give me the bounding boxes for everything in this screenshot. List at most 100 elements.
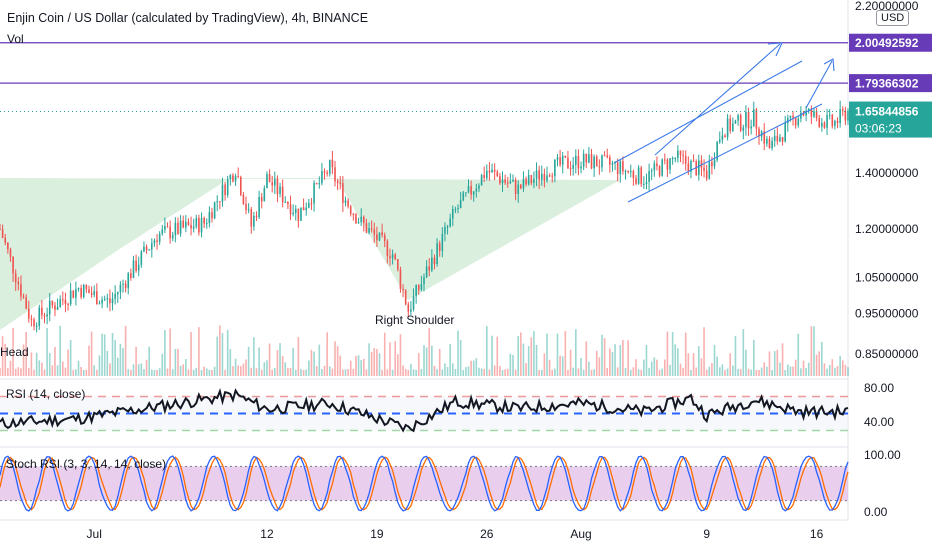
volume-bar (462, 369, 465, 376)
candle (472, 191, 475, 195)
candle (404, 290, 407, 305)
candle (779, 137, 781, 142)
candle (813, 111, 815, 117)
volume-bar (292, 347, 294, 376)
candle (260, 197, 263, 202)
volume-bar (88, 345, 90, 376)
symbol-title[interactable]: Enjin Coin / US Dollar (calculated by Tr… (7, 11, 369, 25)
volume-bar (771, 369, 773, 376)
candle (522, 178, 525, 189)
volume-bar (17, 367, 20, 376)
volume-label[interactable]: Vol (7, 32, 24, 46)
volume-bar (423, 345, 425, 376)
volume-bar (166, 368, 169, 376)
candle (46, 314, 48, 317)
volume-bar (347, 369, 349, 376)
candle (127, 273, 130, 289)
candle (255, 215, 258, 218)
candle (216, 201, 219, 203)
rsi-tick-label: 40.00 (864, 415, 894, 429)
volume-bar (22, 344, 25, 376)
candle (368, 228, 370, 233)
candle (616, 162, 619, 175)
candle (554, 159, 556, 177)
candle (150, 243, 153, 250)
currency-badge[interactable]: USD (876, 10, 910, 26)
candle (119, 284, 122, 293)
volume-bar (504, 369, 506, 376)
candle (239, 177, 242, 195)
candle (140, 251, 143, 265)
volume-bar (297, 336, 300, 376)
volume-bar (640, 369, 643, 376)
candle (815, 111, 818, 119)
candle (266, 174, 268, 189)
volume-bar (360, 360, 362, 376)
price-tick-label: 0.95000000 (855, 307, 919, 321)
candle (22, 296, 25, 298)
volume-bar (415, 369, 417, 376)
candle (85, 285, 88, 290)
volume-bar (569, 349, 572, 376)
volume-bar (561, 356, 564, 376)
volume-bar (221, 333, 224, 376)
volume-bar (391, 369, 394, 376)
candle (601, 155, 603, 168)
candle (342, 183, 344, 203)
volume-bar (161, 353, 164, 376)
candle (729, 118, 732, 131)
candle (423, 277, 425, 285)
volume-bar (43, 369, 46, 376)
volume-bar (467, 366, 470, 376)
volume-bar (417, 353, 420, 376)
volume-bar (588, 361, 590, 376)
volume-bar (93, 365, 96, 376)
volume-bar (585, 341, 588, 376)
volume-bar (564, 331, 567, 376)
candle (805, 110, 807, 116)
volume-bar (185, 358, 187, 376)
candle (593, 156, 595, 169)
candle (177, 222, 179, 234)
bar-countdown-label: 03:06:23 (855, 122, 902, 136)
candle (768, 138, 771, 149)
volume-bar (30, 352, 33, 376)
volume-bar (245, 359, 247, 376)
volume-bar (776, 349, 779, 376)
volume-bar (331, 368, 334, 376)
candle (245, 203, 247, 210)
candle (658, 166, 661, 176)
volume-bar (276, 350, 279, 376)
volume-bar (158, 368, 161, 376)
volume-bar (41, 362, 43, 376)
volume-bar (271, 369, 274, 376)
candle (294, 208, 297, 213)
candle (284, 201, 287, 203)
candle (700, 160, 703, 168)
candle (687, 163, 690, 172)
candle (559, 157, 561, 165)
candle (25, 297, 27, 309)
volume-bar (62, 361, 64, 376)
volume-bar (593, 369, 595, 376)
candle (499, 176, 501, 184)
candle (444, 226, 446, 234)
volume-bar (747, 368, 750, 376)
candle (111, 298, 114, 304)
volume-bar (373, 348, 376, 376)
candle (506, 182, 509, 184)
volume-bar (132, 364, 135, 376)
candle (383, 235, 386, 242)
volume-bar (786, 364, 789, 376)
volume-bar (703, 327, 705, 376)
candle (567, 157, 569, 169)
candle (807, 109, 810, 111)
candle (619, 161, 622, 175)
volume-bar (106, 350, 109, 376)
volume-bar (742, 329, 745, 376)
volume-bar (114, 340, 116, 376)
candle (590, 154, 593, 169)
candle (441, 233, 444, 251)
candle (745, 111, 747, 128)
volume-bar (606, 367, 609, 376)
